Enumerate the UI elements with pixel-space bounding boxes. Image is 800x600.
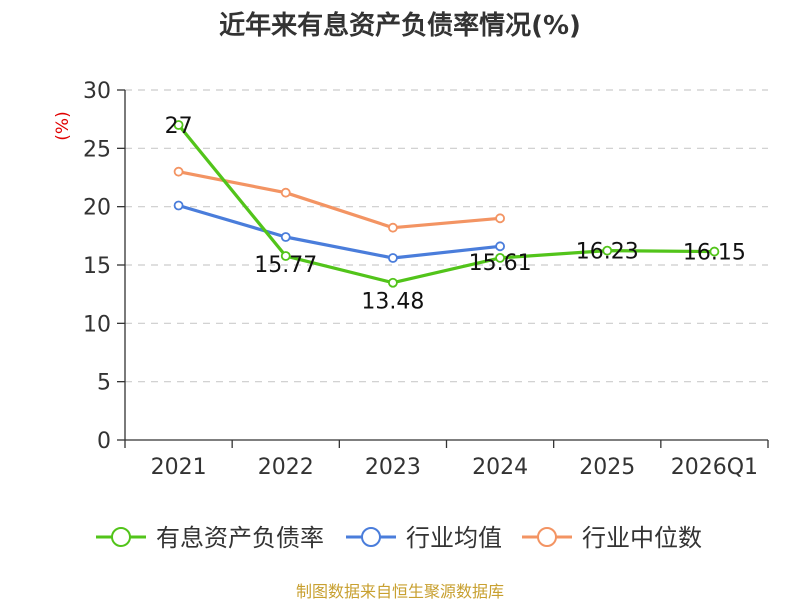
data-point bbox=[602, 245, 613, 256]
legend-marker-icon bbox=[537, 527, 557, 547]
legend-item-1: 行业均值 bbox=[346, 524, 502, 552]
x-tick-label: 2023 bbox=[365, 455, 421, 480]
data-point bbox=[280, 232, 291, 242]
legend-marker-icon bbox=[111, 527, 131, 547]
x-tick-label: 2026Q1 bbox=[671, 455, 758, 480]
data-label: 27 bbox=[165, 114, 193, 139]
y-tick-label: 30 bbox=[83, 79, 111, 104]
y-tick-label: 15 bbox=[83, 254, 111, 279]
data-label: 16.15 bbox=[683, 241, 746, 266]
data-point bbox=[388, 222, 398, 233]
legend-label: 行业均值 bbox=[406, 524, 502, 552]
source-note: 制图数据来自恒生聚源数据库 bbox=[296, 582, 504, 600]
x-tick-label: 2025 bbox=[579, 455, 635, 480]
data-label: 16.23 bbox=[576, 240, 639, 265]
y-axis-unit-label: (%) bbox=[53, 111, 73, 140]
data-point bbox=[388, 253, 398, 263]
series-line-0 bbox=[177, 123, 715, 285]
legend-item-2: 行业中位数 bbox=[522, 524, 702, 552]
data-point bbox=[495, 252, 505, 263]
data-label: 13.48 bbox=[361, 290, 424, 315]
legend-item-0: 有息资产负债率 bbox=[96, 524, 324, 552]
data-point bbox=[280, 187, 291, 198]
legend-label: 有息资产负债率 bbox=[156, 524, 324, 552]
x-tick-label: 2024 bbox=[472, 455, 528, 480]
data-point bbox=[173, 200, 184, 211]
data-point bbox=[388, 277, 398, 288]
series-line-1 bbox=[178, 203, 501, 260]
y-tick-label: 20 bbox=[83, 196, 111, 221]
data-point bbox=[495, 241, 505, 252]
chart-title: 近年来有息资产负债率情况(%) bbox=[219, 10, 581, 41]
data-label: 15.61 bbox=[469, 251, 532, 276]
data-point bbox=[173, 166, 184, 177]
data-point bbox=[280, 251, 291, 261]
data-label: 15.77 bbox=[254, 253, 317, 278]
legend-label: 行业中位数 bbox=[582, 524, 702, 552]
y-tick-label: 10 bbox=[83, 312, 111, 337]
y-tick-label: 5 bbox=[97, 371, 111, 396]
y-tick-label: 25 bbox=[83, 137, 111, 162]
x-tick-label: 2022 bbox=[258, 455, 314, 480]
x-tick-label: 2021 bbox=[151, 455, 207, 480]
legend-marker-icon bbox=[361, 527, 381, 547]
data-point bbox=[173, 120, 184, 130]
y-tick-label: 0 bbox=[97, 429, 111, 454]
data-point bbox=[709, 246, 720, 257]
series-line-2 bbox=[178, 170, 501, 230]
data-point bbox=[495, 213, 505, 224]
